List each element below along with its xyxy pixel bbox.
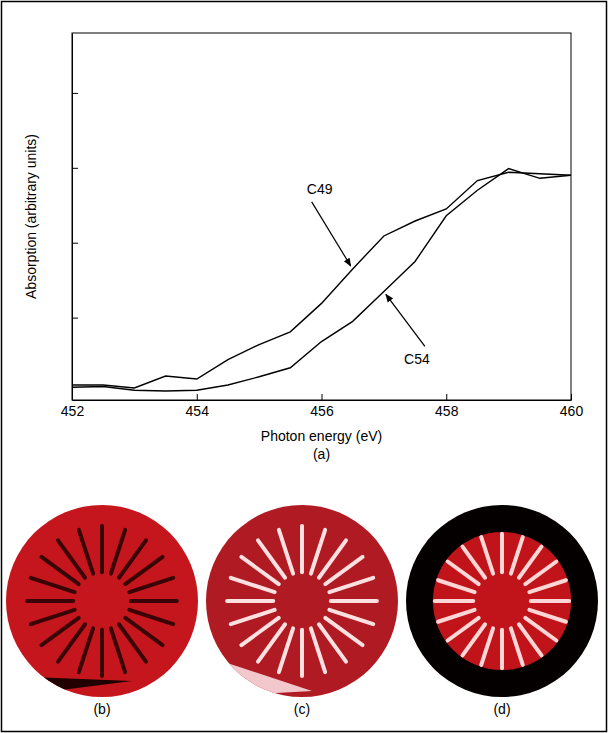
photo-spoke <box>481 537 493 574</box>
photo-spoke <box>525 562 556 585</box>
photo-spoke <box>111 628 125 672</box>
photo-spoke <box>481 628 493 665</box>
y-tick-mark <box>72 318 78 319</box>
photo-spoke <box>279 530 293 574</box>
annotation-arrow <box>312 202 351 266</box>
plot-frame <box>72 33 571 400</box>
lines <box>72 169 571 391</box>
photo-spoke <box>111 530 125 574</box>
photo-panel: (d) <box>406 505 598 717</box>
photo-spoke <box>79 628 93 672</box>
y-axis <box>72 34 78 401</box>
photo-spoke <box>438 580 475 592</box>
series-line <box>72 172 571 388</box>
photo-caption: (d) <box>493 701 510 717</box>
x-tick: 456 <box>310 394 334 419</box>
figure: 452 454 456 458 460 Photon energy (eV) (a) Abso… <box>0 0 608 733</box>
photo-spoke <box>311 628 325 672</box>
y-tick <box>72 168 78 169</box>
photo-caption: (b) <box>93 701 110 717</box>
x-tick-mark <box>571 394 572 400</box>
photo-spoke <box>531 599 569 603</box>
figure-frame <box>2 2 607 732</box>
photo-spoke <box>79 530 93 574</box>
photo-spoke <box>438 610 475 622</box>
y-tick <box>72 318 78 319</box>
x-axis: 452 454 456 458 460 <box>61 394 584 419</box>
photo-spoke <box>511 537 523 574</box>
x-axis-line <box>73 400 572 401</box>
photo-spoke <box>311 530 325 574</box>
y-tick-mark <box>72 168 78 169</box>
photo-spoke <box>325 557 362 584</box>
photo-spoke <box>231 610 275 624</box>
photo-caption: (c) <box>294 701 310 717</box>
photo-spoke <box>331 599 377 603</box>
x-tick-mark <box>322 394 323 400</box>
photo-spoke <box>231 578 275 592</box>
x-tick-mark <box>197 394 198 400</box>
photo-spoke <box>129 610 173 624</box>
annotation-label: C49 <box>307 181 333 197</box>
photo-panel: (b) <box>6 505 198 717</box>
photo-spoke <box>119 624 146 661</box>
photo-ground <box>6 505 198 697</box>
y-tick-mark <box>72 93 78 94</box>
photo-spoke <box>511 628 523 665</box>
photo-spoke <box>41 618 78 645</box>
photo-spoke <box>529 580 566 592</box>
photo-spoke <box>448 618 479 641</box>
x-tick-mark <box>446 394 447 400</box>
photo-spoke <box>300 526 304 572</box>
photo-spoke <box>258 540 285 577</box>
photo-spoke <box>100 630 104 676</box>
photo-spoke <box>279 628 293 672</box>
y-tick <box>72 93 78 94</box>
photo-spoke <box>329 610 373 624</box>
photo-spoke <box>435 599 473 603</box>
x-tick: 460 <box>560 394 584 419</box>
photo-corner <box>6 676 132 697</box>
y-axis-title: Absorption (arbitrary units) <box>23 134 39 299</box>
photo-spoke <box>31 578 75 592</box>
photo-spoke <box>58 540 85 577</box>
annotation-label: C54 <box>404 351 430 367</box>
x-tick: 458 <box>435 394 459 419</box>
y-tick <box>72 243 78 244</box>
photo-spoke <box>227 599 273 603</box>
photo-panel: (c) <box>206 505 398 717</box>
x-tick: 454 <box>186 394 210 419</box>
photo-spoke <box>500 630 504 668</box>
y-tick-mark <box>72 243 78 244</box>
photo-spoke <box>100 526 104 572</box>
photo-spoke <box>329 578 373 592</box>
photo-spoke <box>463 547 486 578</box>
x-tick-label: 454 <box>186 403 210 419</box>
photo-spoke <box>500 534 504 572</box>
x-tick-label: 460 <box>560 403 584 419</box>
photo-spoke <box>319 624 346 661</box>
x-tick-label: 456 <box>310 403 334 419</box>
photo-ground <box>206 505 398 697</box>
x-axis-title: Photon energy (eV) <box>261 428 382 444</box>
annotation-arrow <box>386 294 425 346</box>
photo-spoke <box>31 610 75 624</box>
photo-ground <box>406 505 598 697</box>
photo-spoke <box>27 599 73 603</box>
caption: (a) <box>313 446 330 462</box>
photo-spoke <box>241 618 278 645</box>
series-line <box>72 169 571 391</box>
photo-spoke <box>129 578 173 592</box>
x-tick-label: 452 <box>61 403 85 419</box>
photo-disk <box>433 532 571 670</box>
x-tick-label: 458 <box>435 403 459 419</box>
photo-spoke <box>125 557 162 584</box>
photo-spoke <box>131 599 177 603</box>
photo-spoke <box>300 630 304 676</box>
y-axis-line <box>72 34 73 401</box>
photo-spoke <box>519 624 542 655</box>
photo-spoke <box>529 610 566 622</box>
